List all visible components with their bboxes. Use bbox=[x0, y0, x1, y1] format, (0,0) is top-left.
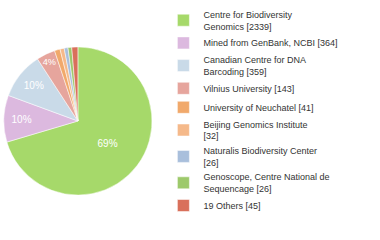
svg-text:Genoscope, Centre National deS: Genoscope, Centre National deSequencage … bbox=[203, 172, 329, 194]
svg-text:4%: 4% bbox=[43, 57, 56, 67]
svg-text:Naturalis Biodiversity Center[: Naturalis Biodiversity Center[26] bbox=[203, 146, 317, 168]
svg-text:Centre for BiodiversityGenomic: Centre for BiodiversityGenomics [2339] bbox=[203, 10, 292, 32]
svg-text:10%: 10% bbox=[24, 80, 44, 91]
svg-text:Beijing Genomics Institute[32]: Beijing Genomics Institute[32] bbox=[203, 120, 307, 142]
svg-text:69%: 69% bbox=[98, 138, 118, 149]
svg-text:Canadian Centre for DNABarcodi: Canadian Centre for DNABarcoding [359] bbox=[203, 55, 306, 77]
svg-text:University of Neuchatel [41]: University of Neuchatel [41] bbox=[203, 103, 313, 113]
svg-text:10%: 10% bbox=[12, 114, 32, 125]
svg-text:19 Others [45]: 19 Others [45] bbox=[203, 201, 260, 211]
svg-text:Vilnius University [143]: Vilnius University [143] bbox=[203, 84, 294, 94]
svg-text:Mined from GenBank, NCBI [364]: Mined from GenBank, NCBI [364] bbox=[203, 38, 337, 48]
